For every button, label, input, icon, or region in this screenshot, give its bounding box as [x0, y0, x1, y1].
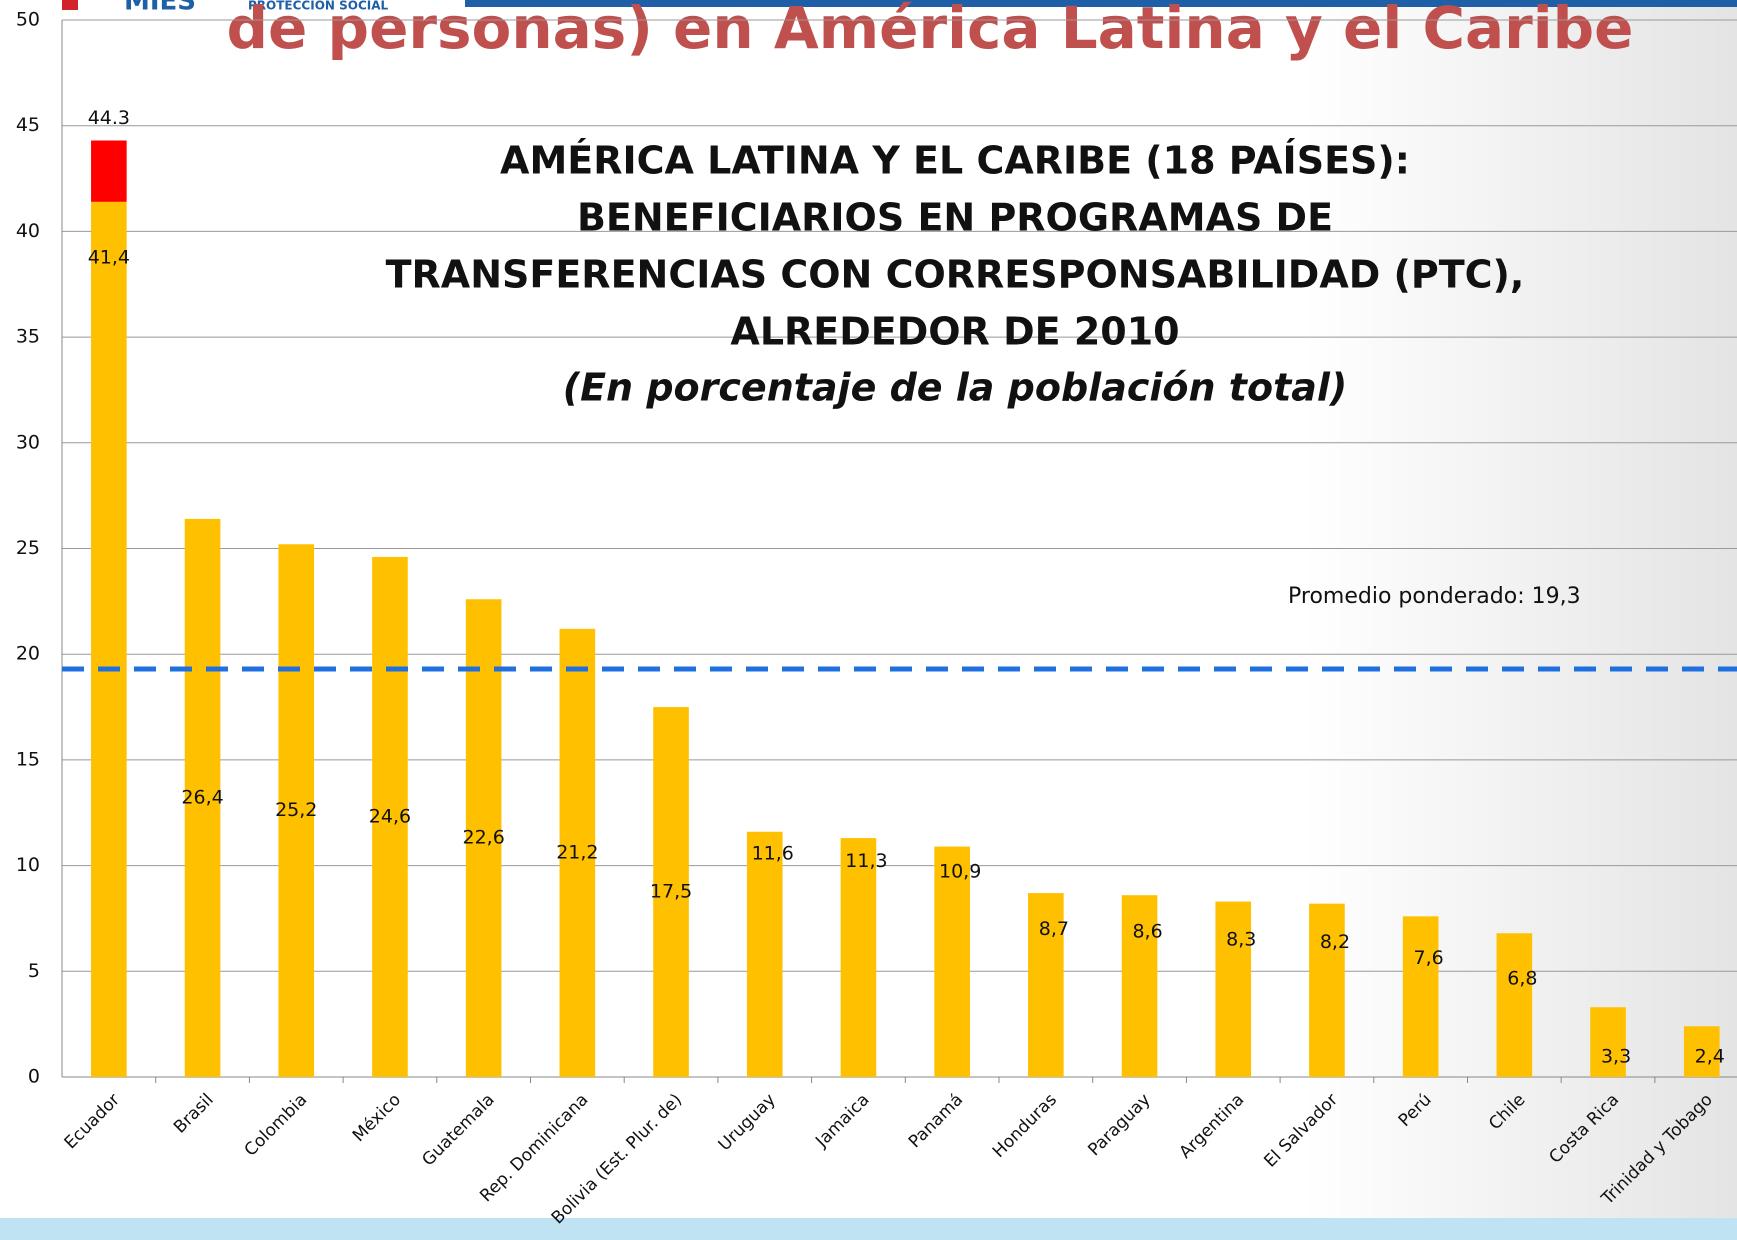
value-label: 41,4 [88, 246, 130, 268]
logo: MIES [124, 0, 196, 17]
chart: MIES PROTECCIÓN SOCIAL de personas) en A… [0, 0, 1737, 1240]
y-tick-label: 20 [16, 643, 40, 665]
reference-label: Promedio ponderado: 19,3 [1288, 584, 1581, 609]
value-label: 3,3 [1601, 1046, 1631, 1068]
chart-title: AMÉRICA LATINA Y EL CARIBE (18 PAÍSES): [500, 139, 1410, 183]
value-label: 17,5 [650, 881, 692, 903]
value-label: 25,2 [275, 799, 317, 821]
bar [91, 202, 127, 1077]
chart-title: TRANSFERENCIAS CON CORRESPONSABILIDAD (P… [386, 253, 1525, 297]
annotation: 44.3 [88, 107, 130, 129]
bar [1309, 904, 1345, 1077]
y-tick-label: 10 [16, 854, 40, 876]
value-label: 22,6 [462, 827, 504, 849]
value-label: 21,2 [556, 841, 598, 863]
chart-title: BENEFICIARIOS EN PROGRAMAS DE [577, 196, 1333, 240]
bar [1403, 916, 1439, 1077]
bar [747, 832, 783, 1077]
value-label: 6,8 [1507, 968, 1537, 990]
value-label: 11,6 [752, 842, 794, 864]
value-label: 2,4 [1695, 1046, 1725, 1068]
footer-strip [0, 1218, 1737, 1240]
bar [1497, 933, 1533, 1077]
value-label: 8,2 [1320, 931, 1350, 953]
chart-title: ALREDEDOR DE 2010 [730, 310, 1179, 354]
y-tick-label: 50 [16, 9, 40, 31]
slide-title: de personas) en América Latina y el Cari… [227, 0, 1634, 62]
value-label: 8,6 [1132, 921, 1162, 943]
value-label: 7,6 [1414, 947, 1444, 969]
y-tick-label: 25 [16, 537, 40, 559]
value-label: 11,3 [845, 850, 887, 872]
value-label: 8,3 [1226, 929, 1256, 951]
y-tick-label: 0 [28, 1066, 40, 1088]
logo-icon [62, 0, 78, 10]
y-tick-label: 35 [16, 326, 40, 348]
value-label: 26,4 [181, 786, 223, 808]
value-label: 24,6 [369, 805, 411, 827]
y-tick-label: 40 [16, 220, 40, 242]
bar [841, 838, 877, 1077]
y-tick-label: 15 [16, 748, 40, 770]
y-tick-label: 5 [28, 960, 40, 982]
bar [91, 140, 127, 201]
chart-subtitle: (En porcentaje de la población total) [563, 366, 1348, 410]
value-label: 10,9 [939, 861, 981, 883]
y-tick-label: 45 [16, 114, 40, 136]
value-label: 8,7 [1039, 918, 1069, 940]
y-tick-label: 30 [16, 431, 40, 453]
